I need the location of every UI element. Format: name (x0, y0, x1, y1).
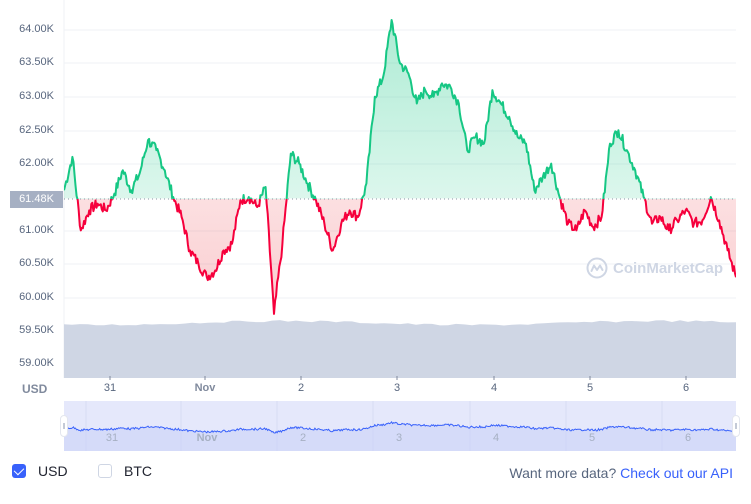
currency-axis-label: USD (22, 382, 48, 396)
x-tick-label: 5 (586, 382, 594, 394)
navigator-tick-label: 2 (299, 432, 307, 444)
y-tick-label: 60.50K (19, 257, 54, 269)
current-price-label: 61.48K (10, 191, 63, 208)
price-line-down (76, 199, 736, 315)
y-tick-label: 63.00K (19, 90, 54, 102)
navigator-tick-label: Nov (196, 432, 218, 444)
navigator-left-handle[interactable]: ‖ (60, 415, 68, 437)
navigator-line (63, 421, 737, 434)
x-tick-label: Nov (194, 382, 216, 394)
btc-label: BTC (124, 463, 152, 479)
y-tick-label: 60.00K (19, 291, 54, 303)
y-tick-label: 62.50K (19, 124, 54, 136)
legend-usd[interactable]: USD (12, 463, 68, 479)
watermark-text: CoinMarketCap (613, 259, 724, 277)
api-link[interactable]: Check out our API (620, 465, 733, 481)
api-promo: Want more data? Check out our API (509, 465, 733, 481)
y-tick-label: 62.00K (19, 157, 54, 169)
navigator-right-handle[interactable]: ‖ (732, 415, 740, 437)
btc-checkbox[interactable] (98, 464, 112, 478)
navigator-tick-label: 4 (492, 432, 500, 444)
api-prompt: Want more data? (509, 465, 617, 481)
price-area-down (77, 199, 736, 314)
price-line-up (64, 19, 713, 199)
x-tick-label: 2 (297, 382, 305, 394)
coinmarketcap-watermark: CoinMarketCap (586, 257, 723, 279)
x-tick-label: 4 (490, 382, 498, 394)
y-tick-label: 59.00K (19, 357, 54, 369)
coinmarketcap-logo-icon (586, 257, 608, 279)
x-tick-label: 3 (393, 382, 401, 394)
price-area-up (64, 20, 736, 199)
x-tick-label: 31 (103, 382, 117, 394)
usd-label: USD (38, 463, 68, 479)
y-tick-label: 63.50K (19, 56, 54, 68)
usd-checkbox[interactable] (12, 464, 26, 478)
navigator-tick-label: 5 (588, 432, 596, 444)
navigator-tick-label: 6 (684, 432, 692, 444)
y-tick-label: 59.50K (19, 324, 54, 336)
navigator-tick-label: 3 (395, 432, 403, 444)
y-tick-label: 64.00K (19, 23, 54, 35)
y-tick-label: 61.00K (19, 224, 54, 236)
volume-area (64, 320, 736, 378)
navigator-tick-label: 31 (105, 432, 119, 444)
x-tick-label: 6 (682, 382, 690, 394)
x-axis-ticks (109, 376, 687, 380)
legend-btc[interactable]: BTC (98, 463, 152, 479)
